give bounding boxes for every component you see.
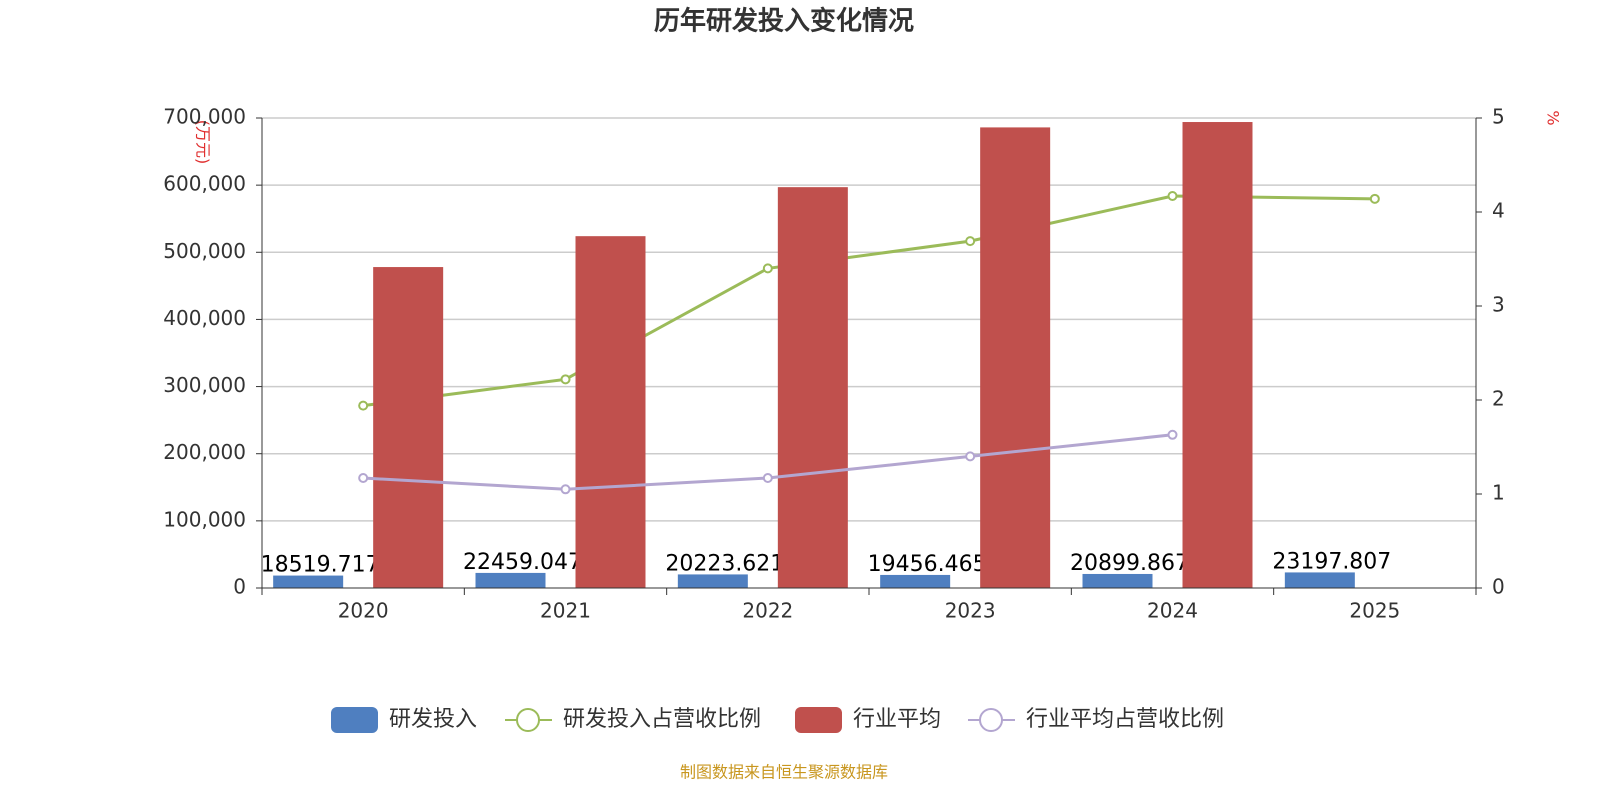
- legend-label: 研发投入占营收比例: [563, 707, 761, 732]
- y-tick-label: 400,000: [163, 306, 246, 330]
- bar: [373, 267, 444, 588]
- bar: [1082, 573, 1153, 588]
- legend-swatch: [516, 708, 540, 732]
- legend-label: 行业平均占营收比例: [1026, 707, 1224, 732]
- line-point: [762, 473, 773, 484]
- y2-tick-label: 5: [1492, 105, 1505, 129]
- value-label: 19456.465: [868, 552, 987, 577]
- x-tick-label: 2021: [540, 599, 591, 623]
- value-label: 23197.807: [1272, 549, 1391, 574]
- y2-tick-label: 3: [1492, 293, 1505, 317]
- y-tick-label: 300,000: [163, 373, 246, 397]
- bar: [575, 236, 646, 588]
- bar: [880, 574, 951, 588]
- legend-label: 行业平均: [853, 707, 941, 732]
- line-point: [358, 473, 369, 484]
- y2-tick-label: 1: [1492, 481, 1505, 505]
- bar: [1284, 572, 1355, 588]
- y-tick-label: 700,000: [163, 105, 246, 129]
- bar: [677, 574, 748, 588]
- y2-tick-label: 2: [1492, 387, 1505, 411]
- x-tick-label: 2022: [742, 599, 793, 623]
- value-label: 20223.621: [665, 551, 784, 576]
- y-tick-label: 600,000: [163, 172, 246, 196]
- legend-swatch: [795, 707, 842, 733]
- legend-swatch: [331, 707, 378, 733]
- chart-title: 历年研发投入变化情况: [654, 6, 914, 37]
- bar: [1182, 122, 1253, 589]
- y-axis-label: (万元): [194, 120, 213, 165]
- x-tick-label: 2024: [1147, 599, 1198, 623]
- line-point: [1167, 429, 1178, 440]
- value-label: 18519.717: [261, 553, 380, 578]
- line-point: [560, 484, 571, 495]
- y-tick-label: 0: [233, 575, 246, 599]
- y2-axis-label: %: [1544, 110, 1563, 125]
- x-tick-label: 2023: [945, 599, 996, 623]
- line-point: [560, 374, 571, 385]
- chart: 历年研发投入变化情况 (万元) % 制图数据来自恒生聚源数据库 0 100,000…: [163, 6, 1563, 782]
- source-note: 制图数据来自恒生聚源数据库: [680, 763, 888, 782]
- legend-swatch: [979, 708, 1003, 732]
- value-label: 20899.867: [1070, 551, 1189, 576]
- bar: [777, 187, 848, 588]
- value-label: 22459.047: [463, 550, 582, 575]
- y-tick-label: 500,000: [163, 239, 246, 263]
- line-point: [965, 236, 976, 247]
- bar: [980, 127, 1051, 589]
- legend-label: 研发投入: [389, 707, 477, 732]
- line-point: [358, 400, 369, 411]
- x-tick-label: 2020: [338, 599, 389, 623]
- bar: [475, 572, 546, 588]
- y2-tick-label: 4: [1492, 199, 1505, 223]
- line-point: [762, 263, 773, 274]
- line-point: [1369, 193, 1380, 204]
- bar: [273, 575, 344, 588]
- x-tick-label: 2025: [1349, 599, 1400, 623]
- line-point: [965, 451, 976, 462]
- y2-tick-label: 0: [1492, 575, 1505, 599]
- y-tick-label: 200,000: [163, 440, 246, 464]
- y-tick-label: 100,000: [163, 507, 246, 531]
- line-point: [1167, 191, 1178, 202]
